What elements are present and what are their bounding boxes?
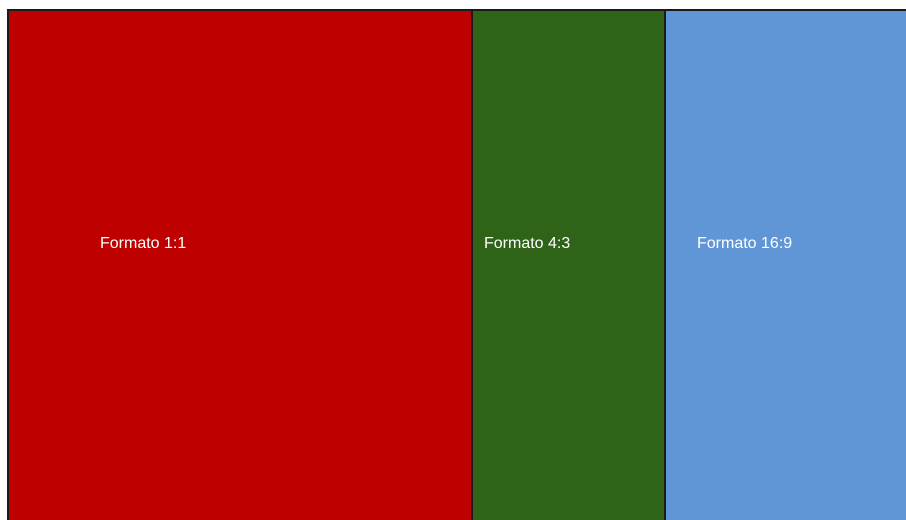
panel-label-format-4-3: Formato 4:3 xyxy=(484,235,571,252)
panel-format-1-1: Formato 1:1 xyxy=(7,9,472,520)
panel-format-4-3: Formato 4:3 xyxy=(472,9,665,520)
panel-label-format-1-1: Formato 1:1 xyxy=(100,235,187,252)
panel-format-16-9: Formato 16:9 xyxy=(665,9,906,520)
panel-label-format-16-9: Formato 16:9 xyxy=(697,235,793,252)
